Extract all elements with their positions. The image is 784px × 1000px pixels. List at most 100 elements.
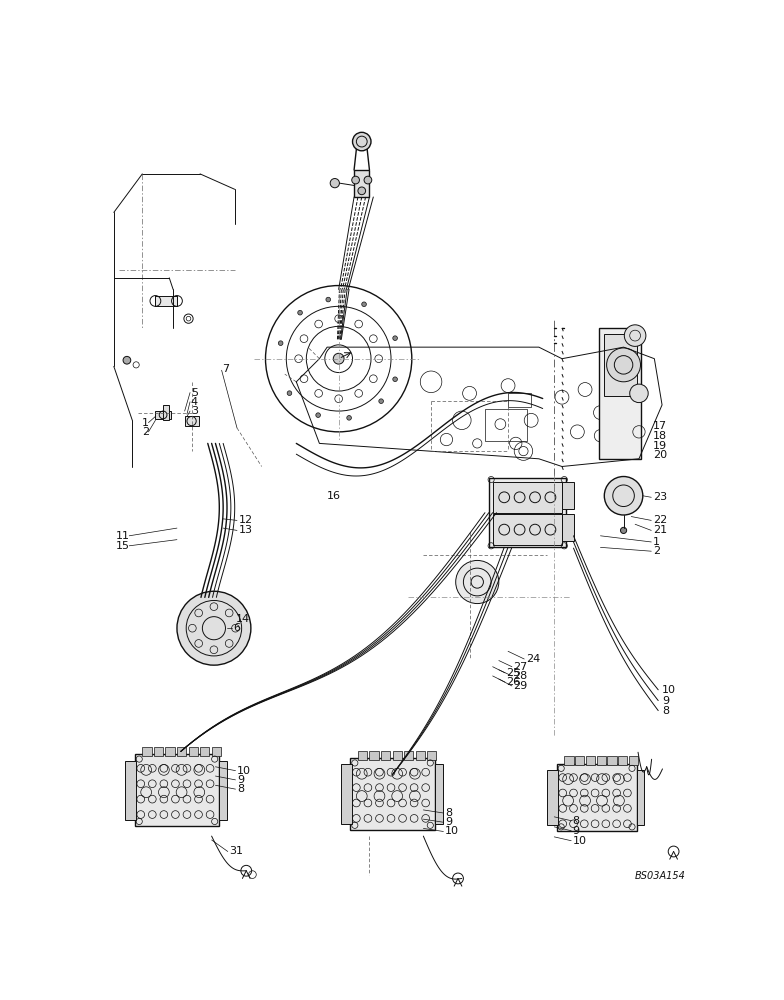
Text: 10: 10 <box>237 766 251 776</box>
Circle shape <box>177 591 251 665</box>
Text: 21: 21 <box>653 525 667 535</box>
Text: 19: 19 <box>653 441 667 451</box>
Circle shape <box>358 187 365 195</box>
Circle shape <box>287 391 292 395</box>
Text: 10: 10 <box>573 836 586 846</box>
Circle shape <box>330 179 339 188</box>
Bar <box>381 751 390 760</box>
Text: 28: 28 <box>514 671 528 681</box>
Circle shape <box>630 384 648 403</box>
Text: 8: 8 <box>445 808 452 818</box>
Circle shape <box>326 297 331 302</box>
Bar <box>508 393 531 407</box>
Text: 8: 8 <box>573 816 580 826</box>
Text: 26: 26 <box>506 677 521 687</box>
Circle shape <box>393 336 397 340</box>
Circle shape <box>393 377 397 382</box>
Bar <box>557 764 637 831</box>
Text: 10: 10 <box>662 685 676 695</box>
Bar <box>341 764 352 824</box>
Circle shape <box>456 560 499 604</box>
Circle shape <box>364 176 372 184</box>
Bar <box>435 764 443 824</box>
Bar <box>608 756 617 765</box>
Circle shape <box>620 527 626 533</box>
Circle shape <box>624 325 646 346</box>
Bar <box>350 758 435 830</box>
Text: 8: 8 <box>237 784 244 794</box>
Text: 23: 23 <box>653 492 667 502</box>
Bar <box>393 751 401 760</box>
Text: 7: 7 <box>222 364 229 374</box>
Circle shape <box>361 302 366 307</box>
Bar <box>185 416 198 426</box>
Bar <box>485 409 528 441</box>
Text: 8: 8 <box>662 706 670 716</box>
Bar <box>154 747 163 756</box>
Bar <box>155 296 177 306</box>
Bar <box>488 478 566 547</box>
Bar <box>220 761 227 820</box>
Circle shape <box>353 132 371 151</box>
Text: 16: 16 <box>327 491 341 501</box>
Bar <box>416 751 425 760</box>
Bar <box>562 482 574 509</box>
Text: 9: 9 <box>662 696 670 706</box>
Bar <box>163 405 169 420</box>
Bar <box>562 514 574 541</box>
Text: 15: 15 <box>115 541 129 551</box>
Text: 24: 24 <box>526 654 540 664</box>
Bar <box>599 328 641 459</box>
Bar <box>358 751 367 760</box>
Circle shape <box>298 310 303 315</box>
Circle shape <box>604 477 643 515</box>
Text: 9: 9 <box>445 817 452 827</box>
Text: 9: 9 <box>573 826 580 836</box>
Text: 2: 2 <box>143 427 150 437</box>
Bar <box>125 761 136 820</box>
Bar <box>200 747 209 756</box>
Text: 9: 9 <box>237 775 244 785</box>
Text: 10: 10 <box>445 826 459 836</box>
Text: 3: 3 <box>191 406 198 416</box>
Text: 17: 17 <box>653 421 667 431</box>
Text: 11: 11 <box>115 531 129 541</box>
Bar <box>212 747 221 756</box>
Circle shape <box>379 399 383 403</box>
Bar <box>597 756 606 765</box>
Bar <box>629 756 638 765</box>
Text: 13: 13 <box>238 525 252 535</box>
Bar <box>177 747 186 756</box>
Bar <box>188 747 198 756</box>
Circle shape <box>347 416 351 420</box>
Text: 27: 27 <box>514 662 528 672</box>
Circle shape <box>352 176 359 184</box>
Text: 22: 22 <box>653 515 667 525</box>
Text: 4: 4 <box>191 397 198 407</box>
Bar <box>404 751 413 760</box>
Text: 31: 31 <box>229 846 243 856</box>
Circle shape <box>123 356 131 364</box>
Text: 12: 12 <box>238 515 252 525</box>
Circle shape <box>607 348 641 382</box>
Text: 2: 2 <box>653 546 660 556</box>
Circle shape <box>278 341 283 345</box>
Circle shape <box>333 353 344 364</box>
Text: 5: 5 <box>191 388 198 398</box>
Bar <box>165 747 175 756</box>
Bar <box>354 170 369 197</box>
Bar <box>586 756 595 765</box>
Bar <box>135 754 220 826</box>
Bar <box>155 411 171 419</box>
Bar <box>575 756 584 765</box>
Bar <box>637 770 644 825</box>
Text: 29: 29 <box>514 681 528 691</box>
Circle shape <box>316 413 321 417</box>
Bar <box>618 756 627 765</box>
Bar <box>143 747 151 756</box>
Text: 6: 6 <box>233 623 240 633</box>
Bar <box>427 751 437 760</box>
Text: 20: 20 <box>653 450 667 460</box>
Bar <box>547 770 558 825</box>
Bar <box>604 334 637 396</box>
